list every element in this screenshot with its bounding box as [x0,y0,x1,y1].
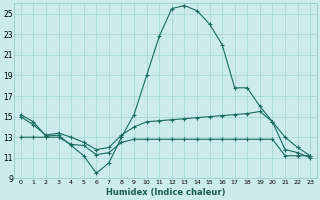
X-axis label: Humidex (Indice chaleur): Humidex (Indice chaleur) [106,188,225,197]
